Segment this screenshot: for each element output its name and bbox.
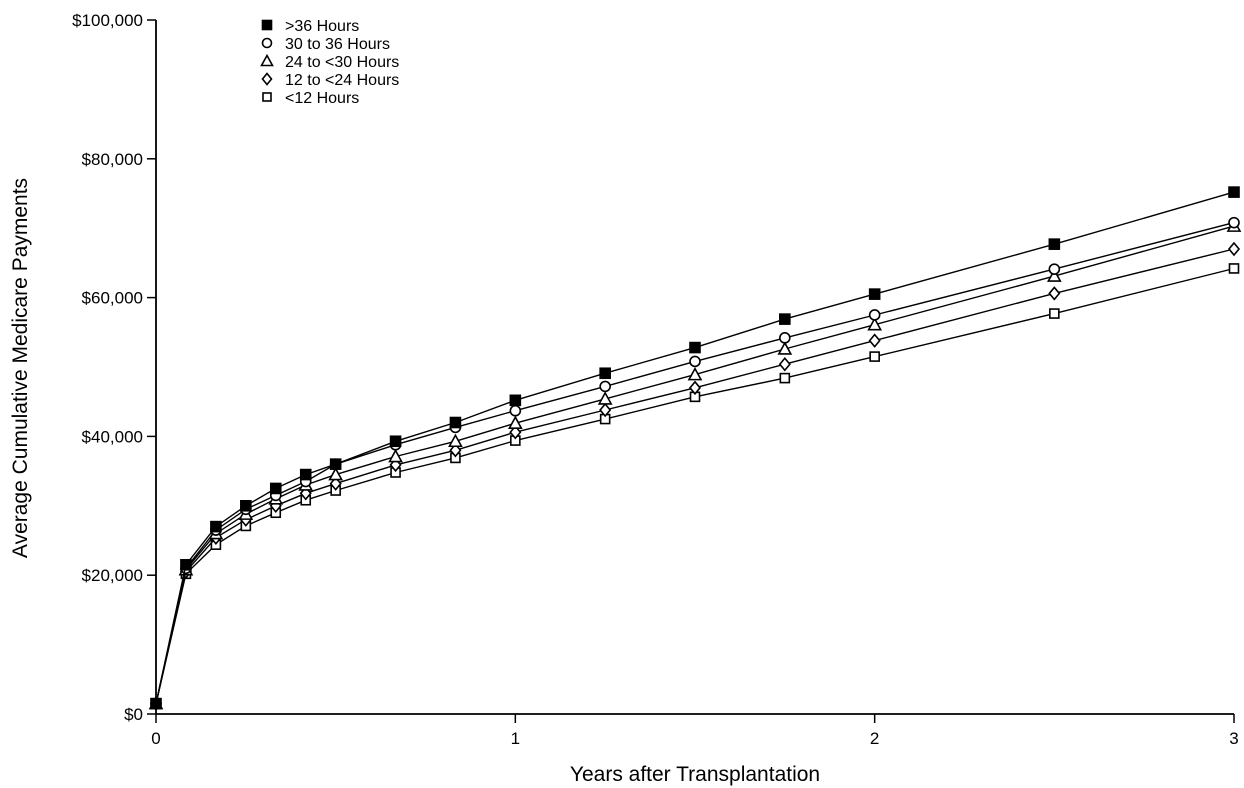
y-tick-label: $0 xyxy=(124,705,143,724)
legend-marker xyxy=(262,92,272,102)
data-point xyxy=(1227,241,1241,257)
data-point xyxy=(1228,216,1240,229)
data-point xyxy=(867,316,883,331)
data-point xyxy=(388,448,403,463)
data-point xyxy=(1048,263,1061,275)
data-point xyxy=(779,332,791,344)
data-point xyxy=(597,391,613,405)
legend-label: <12 Hours xyxy=(285,90,359,107)
series-line xyxy=(155,191,1235,704)
data-point xyxy=(1049,308,1060,319)
x-tick-label: 3 xyxy=(1229,729,1238,748)
x-tick-label: 1 xyxy=(511,729,520,748)
series-line xyxy=(155,267,1235,704)
data-point xyxy=(150,697,162,710)
y-tick-label: $20,000 xyxy=(82,566,143,585)
data-point xyxy=(868,288,881,300)
x-axis-title: Years after Transplantation xyxy=(570,763,820,786)
data-point xyxy=(329,476,342,491)
legend-label: 12 to <24 Hours xyxy=(285,72,399,89)
y-tick-label: $80,000 xyxy=(82,150,143,169)
series-line xyxy=(155,221,1235,704)
data-point xyxy=(1046,268,1062,282)
data-point xyxy=(509,394,522,407)
series-group xyxy=(150,263,1240,709)
data-point xyxy=(1228,186,1240,198)
data-point xyxy=(778,356,791,372)
legend-marker xyxy=(260,53,274,67)
y-tick-label: $100,000 xyxy=(72,11,143,30)
chart-axes: $0 $20,000 $40,000 $60,000 $80,000 $100,000 0 1… xyxy=(72,11,1239,748)
data-point xyxy=(507,415,523,430)
data-point xyxy=(328,466,344,481)
data-point xyxy=(779,313,791,325)
series-group xyxy=(150,216,1240,710)
series-line xyxy=(155,225,1235,704)
chart-series xyxy=(148,186,1242,711)
data-point xyxy=(868,333,881,348)
data-point xyxy=(509,424,522,440)
data-point xyxy=(299,468,312,481)
data-point xyxy=(448,433,463,448)
legend-label: 30 to 36 Hours xyxy=(285,36,390,53)
data-point xyxy=(449,443,462,458)
series-line xyxy=(155,248,1235,704)
data-point xyxy=(777,341,793,355)
data-point xyxy=(180,558,192,571)
data-point xyxy=(599,367,611,380)
legend-marker xyxy=(261,37,273,49)
y-axis-title: Average Cumulative Medicare Payments xyxy=(9,178,32,558)
legend-marker xyxy=(261,19,273,31)
data-point xyxy=(329,458,342,470)
data-point xyxy=(687,366,703,381)
data-point xyxy=(269,482,282,495)
data-point xyxy=(689,341,701,354)
data-point xyxy=(868,309,881,321)
series-group xyxy=(150,186,1240,710)
legend-label: 24 to <30 Hours xyxy=(285,54,399,71)
data-point xyxy=(509,404,522,417)
data-point xyxy=(449,416,462,429)
data-point xyxy=(389,435,402,448)
data-point xyxy=(599,402,612,418)
data-point xyxy=(688,380,702,396)
y-tick-label: $40,000 xyxy=(82,427,143,446)
data-point xyxy=(599,380,611,393)
legend-marker xyxy=(261,72,273,86)
data-point xyxy=(779,372,791,384)
y-tick-label: $60,000 xyxy=(82,289,143,308)
x-tick-label: 0 xyxy=(151,729,160,748)
data-point xyxy=(869,351,880,362)
data-point xyxy=(1228,263,1240,274)
data-point xyxy=(240,499,252,512)
legend-label: >36 Hours xyxy=(285,18,359,35)
data-point xyxy=(689,355,701,368)
data-point xyxy=(210,520,222,533)
data-point xyxy=(1048,286,1061,301)
series-group xyxy=(148,218,1242,710)
x-tick-label: 2 xyxy=(870,729,879,748)
data-point xyxy=(1048,238,1061,250)
